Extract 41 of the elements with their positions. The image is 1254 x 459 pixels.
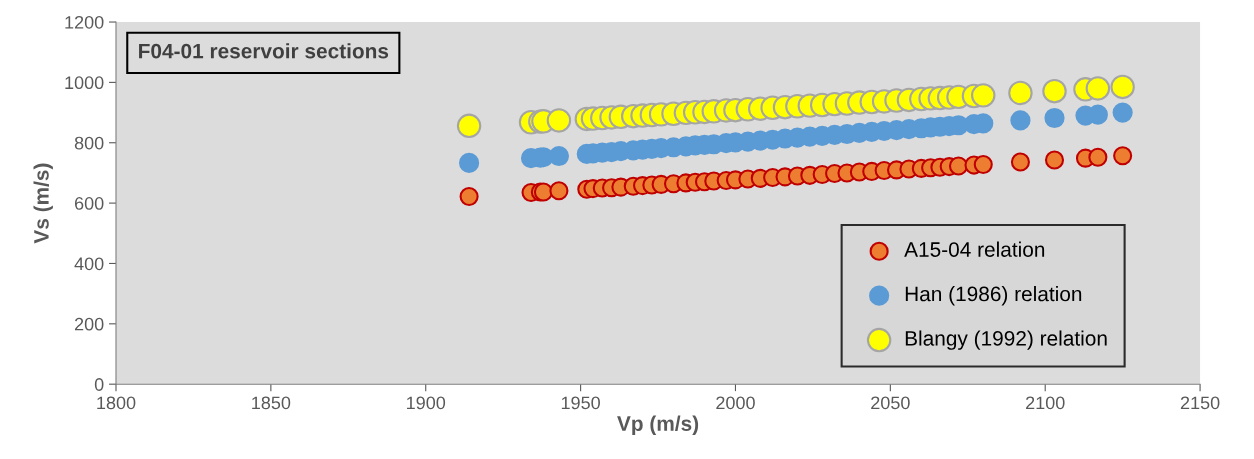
x-tick-label: 1950 [561, 396, 600, 410]
point [1085, 76, 1111, 101]
point [1042, 78, 1067, 104]
point [456, 113, 482, 139]
point [1113, 146, 1133, 166]
y-tick-label: 0 [94, 378, 104, 391]
y-tick-label: 1000 [65, 76, 104, 90]
x-tick-label: 1850 [252, 396, 291, 410]
point [1044, 107, 1065, 129]
point [1008, 80, 1033, 106]
x-tick-label: 2100 [1026, 396, 1065, 410]
point [971, 83, 996, 108]
point [1010, 152, 1030, 172]
point [1044, 150, 1065, 170]
point [459, 186, 479, 207]
y-tick-label: 1200 [65, 15, 104, 29]
point [1112, 102, 1133, 123]
point [1110, 74, 1135, 100]
y-tick-label: 200 [74, 317, 104, 331]
point [1010, 110, 1031, 131]
y-tick-label: 400 [74, 257, 104, 271]
y-tick-label: 600 [74, 197, 104, 210]
point [546, 108, 572, 133]
point [549, 181, 569, 201]
x-tick-label: 2050 [871, 396, 910, 410]
point [1088, 147, 1108, 167]
legend-label: Blangy (1992) relation [905, 330, 1107, 350]
text: F04-01 reservoir sections [139, 43, 389, 59]
point [548, 145, 570, 167]
x-tick-label: 1800 [97, 396, 136, 410]
point [459, 152, 480, 174]
y-axis-title: Vs (m/s) [33, 163, 53, 244]
legend-label: A15-04 relation [904, 241, 1045, 257]
y-tick-label: 800 [74, 136, 104, 150]
x-tick-label: 2000 [716, 396, 755, 410]
x-axis-title: Vp (m/s) [617, 415, 699, 436]
x-tick-label: 1900 [407, 396, 446, 410]
legend-label: Han (1986) relation [905, 286, 1082, 306]
x-tick-label: 2150 [1180, 396, 1220, 410]
point [948, 156, 969, 176]
point [973, 154, 993, 175]
